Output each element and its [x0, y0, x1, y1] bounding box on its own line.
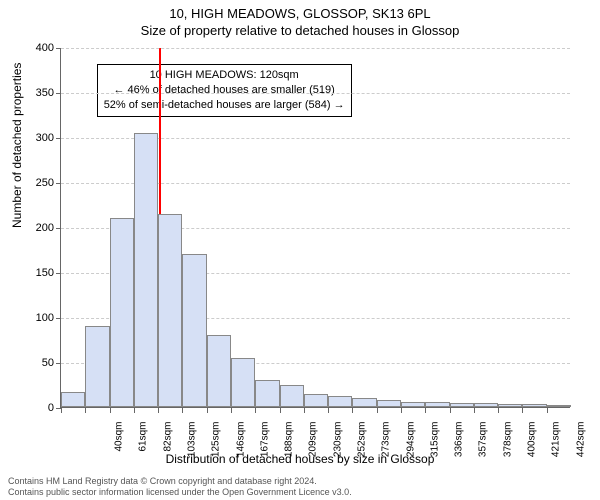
xtick-mark [401, 408, 402, 413]
ytick-mark [56, 138, 61, 139]
xtick-mark [450, 408, 451, 413]
ytick-label: 0 [14, 402, 54, 414]
xtick-mark [255, 408, 256, 413]
ytick-mark [56, 48, 61, 49]
gridline [61, 48, 570, 49]
histogram-bar [182, 254, 206, 407]
xtick-mark [304, 408, 305, 413]
xtick-mark [110, 408, 111, 413]
plot-area: 10 HIGH MEADOWS: 120sqm← 46% of detached… [60, 48, 570, 408]
xtick-mark [328, 408, 329, 413]
xtick-mark [522, 408, 523, 413]
ytick-label: 200 [14, 222, 54, 234]
xtick-mark [182, 408, 183, 413]
histogram-bar [401, 402, 425, 407]
page-title-line2: Size of property relative to detached ho… [0, 23, 600, 40]
container: 10, HIGH MEADOWS, GLOSSOP, SK13 6PL Size… [0, 0, 600, 500]
ytick-mark [56, 93, 61, 94]
ytick-label: 250 [14, 177, 54, 189]
xtick-mark [85, 408, 86, 413]
ytick-label: 350 [14, 87, 54, 99]
xtick-mark [425, 408, 426, 413]
chart-area: 10 HIGH MEADOWS: 120sqm← 46% of detached… [60, 48, 570, 408]
ytick-mark [56, 228, 61, 229]
ytick-mark [56, 318, 61, 319]
xtick-mark [474, 408, 475, 413]
annotation-line: ← 46% of detached houses are smaller (51… [104, 83, 345, 98]
histogram-bar [134, 133, 158, 408]
footer-line1: Contains HM Land Registry data © Crown c… [8, 476, 352, 487]
histogram-bar [450, 403, 474, 408]
histogram-bar [377, 400, 401, 407]
histogram-bar [547, 405, 571, 407]
ytick-mark [56, 183, 61, 184]
histogram-bar [304, 394, 328, 408]
histogram-bar [61, 392, 85, 407]
histogram-bar [474, 403, 498, 407]
ytick-mark [56, 363, 61, 364]
gridline [61, 93, 570, 94]
xtick-mark [134, 408, 135, 413]
xtick-mark [207, 408, 208, 413]
ytick-label: 100 [14, 312, 54, 324]
ytick-mark [56, 273, 61, 274]
ytick-label: 300 [14, 132, 54, 144]
annotation-box: 10 HIGH MEADOWS: 120sqm← 46% of detached… [97, 64, 352, 117]
histogram-bar [158, 214, 182, 408]
histogram-bar [328, 396, 352, 407]
ytick-label: 50 [14, 357, 54, 369]
xtick-mark [352, 408, 353, 413]
ytick-label: 150 [14, 267, 54, 279]
annotation-line: 10 HIGH MEADOWS: 120sqm [104, 68, 345, 83]
xtick-mark [498, 408, 499, 413]
footer-line2: Contains public sector information licen… [8, 487, 352, 498]
histogram-bar [280, 385, 304, 408]
page-title-line1: 10, HIGH MEADOWS, GLOSSOP, SK13 6PL [0, 0, 600, 23]
histogram-bar [352, 398, 376, 407]
histogram-bar [498, 404, 522, 407]
histogram-bar [207, 335, 231, 407]
annotation-line: 52% of semi-detached houses are larger (… [104, 98, 345, 113]
histogram-bar [231, 358, 255, 408]
xtick-mark [280, 408, 281, 413]
histogram-bar [425, 402, 449, 407]
footer: Contains HM Land Registry data © Crown c… [8, 476, 352, 499]
histogram-bar [110, 218, 134, 407]
xtick-mark [547, 408, 548, 413]
histogram-bar [522, 404, 546, 407]
xtick-mark [61, 408, 62, 413]
histogram-bar [255, 380, 279, 407]
xtick-mark [158, 408, 159, 413]
xtick-mark [377, 408, 378, 413]
ytick-label: 400 [14, 42, 54, 54]
x-axis-label: Distribution of detached houses by size … [0, 452, 600, 466]
xtick-mark [231, 408, 232, 413]
histogram-bar [85, 326, 109, 407]
